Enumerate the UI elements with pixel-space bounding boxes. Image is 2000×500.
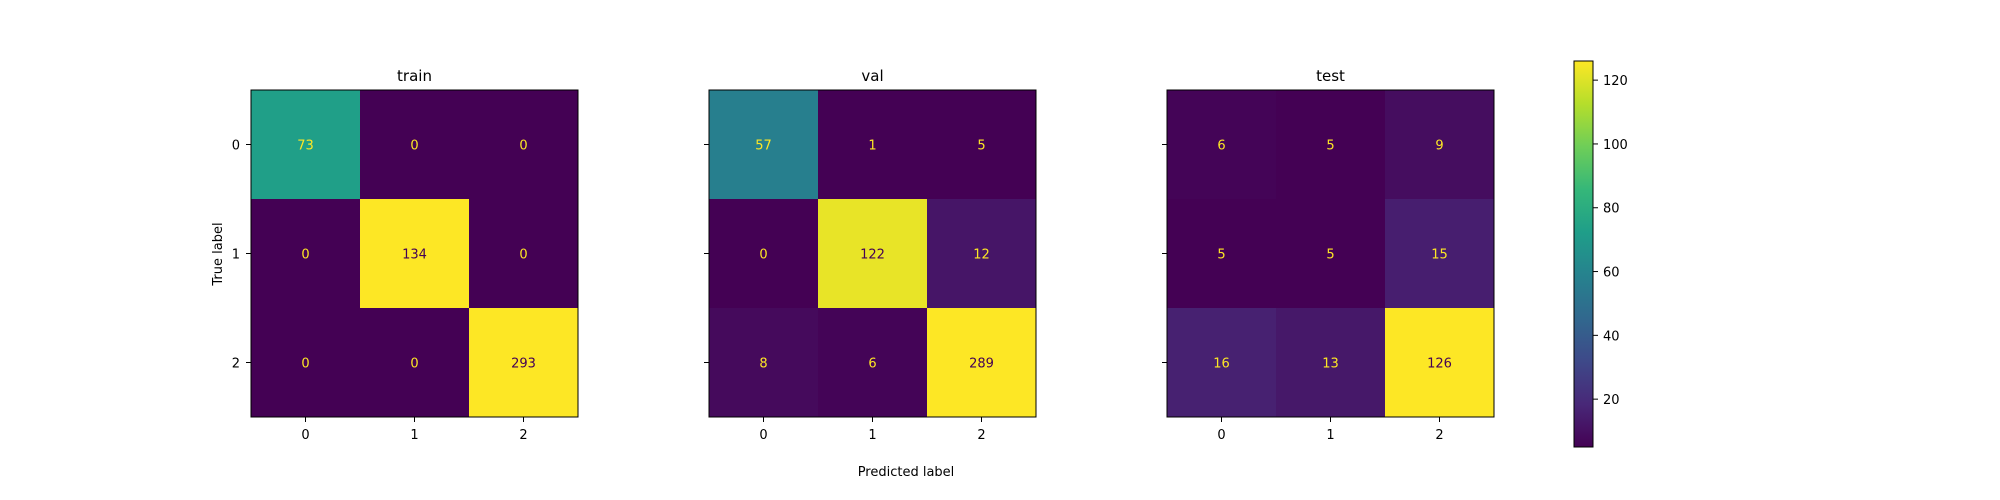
- panel-title: test: [1316, 67, 1345, 85]
- heatmap-cell: [1385, 308, 1494, 417]
- colorbar-tick-label: 60: [1603, 266, 1620, 281]
- heatmap-cell: [1276, 308, 1385, 417]
- cell-value-label: 16: [1213, 357, 1230, 372]
- x-axis-label: Predicted label: [858, 465, 955, 480]
- heatmap-cell: [709, 90, 818, 199]
- colorbar-frame: [1573, 60, 1594, 448]
- cell-value-label: 293: [511, 357, 536, 372]
- colorbar: 20 40 60 80 100 120: [1573, 60, 1628, 448]
- cell-value-label: 0: [759, 248, 767, 263]
- cell-value-label: 0: [519, 248, 527, 263]
- heatmap-cell: [360, 90, 469, 199]
- x-tick-label: 1: [868, 428, 876, 443]
- heatmap-cell: [1167, 90, 1276, 199]
- heatmap-cell: [469, 308, 578, 417]
- cell-value-label: 0: [301, 357, 309, 372]
- heatmap-cell: [1276, 199, 1385, 308]
- heatmap-cell: [1276, 90, 1385, 199]
- heatmap-cell: [927, 90, 1036, 199]
- heatmap-cell: [709, 308, 818, 417]
- cell-value-label: 5: [1217, 248, 1225, 263]
- x-tick-label: 0: [301, 428, 309, 443]
- x-tick-label: 2: [519, 428, 527, 443]
- panel-title: train: [397, 67, 432, 85]
- x-tick-label: 2: [977, 428, 985, 443]
- heatmap-cell: [469, 90, 578, 199]
- cell-value-label: 15: [1431, 248, 1448, 263]
- heatmap-cell: [927, 199, 1036, 308]
- cell-value-label: 57: [755, 139, 772, 154]
- cell-value-label: 5: [1326, 139, 1334, 154]
- cell-value-label: 134: [402, 248, 427, 263]
- x-tick-label: 0: [1217, 428, 1225, 443]
- cell-value-label: 0: [519, 139, 527, 154]
- x-tick-label: 0: [759, 428, 767, 443]
- y-tick-label: 1: [232, 248, 240, 263]
- y-tick-label: 2: [232, 357, 240, 372]
- heatmap-cell: [818, 90, 927, 199]
- colorbar-tick-label: 120: [1603, 74, 1628, 89]
- y-tick-label: 0: [232, 139, 240, 154]
- cell-value-label: 0: [301, 248, 309, 263]
- cell-value-label: 0: [410, 139, 418, 154]
- heatmap-cell: [251, 90, 360, 199]
- colorbar-tick-label: 80: [1603, 202, 1620, 217]
- heatmap-cell: [360, 199, 469, 308]
- heatmap-cell: [1167, 199, 1276, 308]
- heatmap-cell: [709, 199, 818, 308]
- cell-value-label: 1: [868, 139, 876, 154]
- x-tick-label: 1: [410, 428, 418, 443]
- heatmap-cell: [251, 308, 360, 417]
- heatmap-cell: [1167, 308, 1276, 417]
- heatmap-cell: [927, 308, 1036, 417]
- cell-value-label: 0: [410, 357, 418, 372]
- heatmap-cell: [251, 199, 360, 308]
- panel-title: val: [861, 67, 883, 85]
- cell-value-label: 126: [1427, 357, 1452, 372]
- cell-value-label: 5: [1326, 248, 1334, 263]
- heatmap-cell: [360, 308, 469, 417]
- heatmap-cell: [818, 308, 927, 417]
- cell-value-label: 6: [868, 357, 876, 372]
- cell-value-label: 5: [977, 139, 985, 154]
- heatmap-cell: [1385, 199, 1494, 308]
- cell-value-label: 73: [297, 139, 314, 154]
- y-axis-label: True label: [211, 222, 226, 286]
- heatmap-cell: [469, 199, 578, 308]
- cell-value-label: 13: [1322, 357, 1339, 372]
- cell-value-label: 8: [759, 357, 767, 372]
- heatmap-cell: [818, 199, 927, 308]
- colorbar-tick-label: 100: [1603, 138, 1628, 153]
- cell-value-label: 6: [1217, 139, 1225, 154]
- matrix-panel-train: train 73 0 0 0 134 0 0 0 293 0 1 2 0 1 2: [232, 67, 579, 443]
- colorbar-tick-label: 20: [1603, 393, 1620, 408]
- cell-value-label: 122: [860, 248, 885, 263]
- matrix-panel-test: test 6 5 9 5 5 15 16 13 126 0 1 2: [1162, 67, 1495, 443]
- heatmap-cell: [1385, 90, 1494, 199]
- cell-value-label: 289: [969, 357, 994, 372]
- cell-value-label: 12: [973, 248, 990, 263]
- colorbar-gradient: [1574, 61, 1593, 447]
- x-tick-label: 2: [1435, 428, 1443, 443]
- x-tick-label: 1: [1326, 428, 1334, 443]
- colorbar-tick-label: 40: [1603, 329, 1620, 344]
- cell-value-label: 9: [1435, 139, 1443, 154]
